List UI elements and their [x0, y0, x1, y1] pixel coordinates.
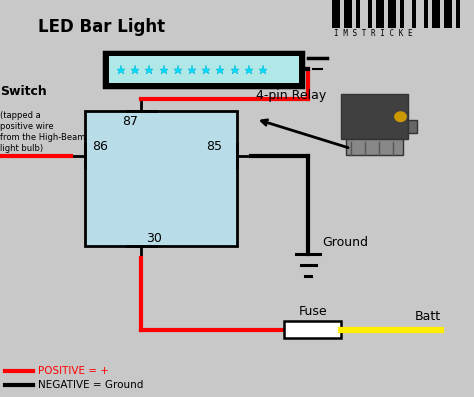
Circle shape — [395, 112, 406, 121]
Bar — [412, 0, 416, 28]
Bar — [332, 0, 340, 28]
Bar — [376, 0, 384, 28]
Bar — [444, 0, 452, 28]
Bar — [368, 0, 372, 28]
Text: (tapped a
positive wire
from the High-Beam
light bulb): (tapped a positive wire from the High-Be… — [0, 111, 85, 154]
Text: Batt: Batt — [415, 310, 441, 323]
Text: 85: 85 — [206, 140, 222, 153]
Text: Fuse: Fuse — [299, 305, 327, 318]
Bar — [344, 0, 352, 28]
Bar — [341, 94, 408, 139]
Text: 87: 87 — [122, 115, 138, 128]
Text: 30: 30 — [146, 232, 162, 245]
Text: POSITIVE = +: POSITIVE = + — [38, 366, 109, 376]
Bar — [85, 111, 237, 246]
Bar — [356, 0, 360, 28]
Bar — [388, 0, 396, 28]
Text: LED Bar Light: LED Bar Light — [38, 18, 165, 36]
Text: I M S T R I C K E: I M S T R I C K E — [334, 29, 413, 38]
Bar — [284, 321, 341, 338]
Bar — [104, 52, 303, 87]
Bar — [432, 0, 440, 28]
Bar — [408, 120, 417, 133]
Text: Switch: Switch — [0, 85, 47, 98]
Bar — [456, 0, 460, 28]
Text: 4-pin Relay: 4-pin Relay — [256, 89, 326, 102]
Bar — [109, 56, 299, 83]
Text: NEGATIVE = Ground: NEGATIVE = Ground — [38, 380, 143, 390]
Bar — [424, 0, 428, 28]
Text: 86: 86 — [92, 140, 108, 153]
Bar — [346, 139, 403, 155]
Text: Ground: Ground — [322, 236, 368, 249]
Bar — [400, 0, 404, 28]
